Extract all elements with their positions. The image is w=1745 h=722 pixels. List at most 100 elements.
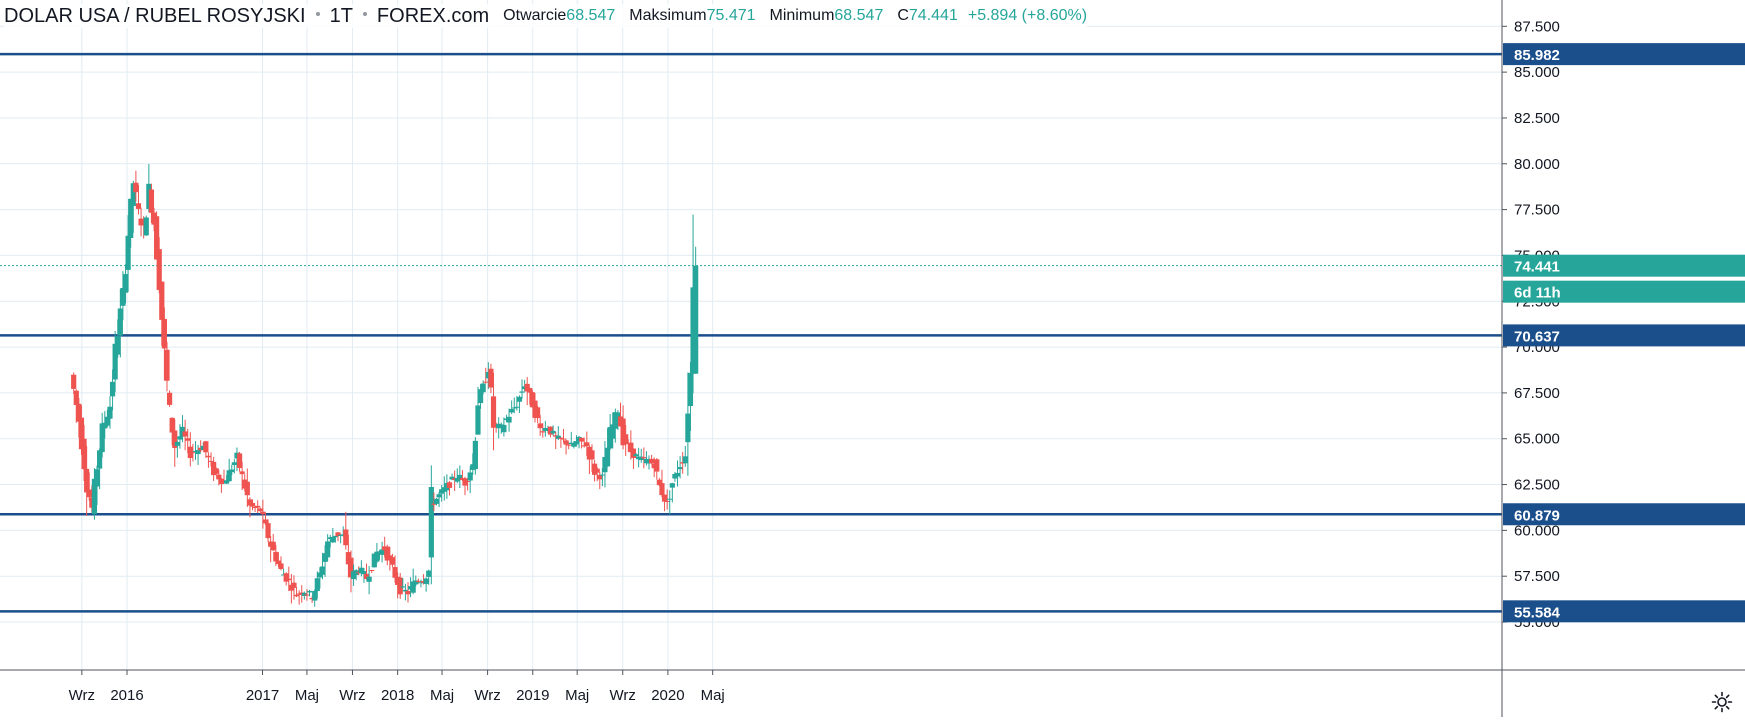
candle-body: [641, 457, 647, 459]
candle-body: [109, 381, 116, 397]
y-tick-label: 82.500: [1514, 110, 1560, 127]
candle-body: [249, 502, 256, 507]
candle-body: [78, 417, 85, 450]
change-value: +5.894 (+8.60%): [967, 7, 1088, 24]
candle-body: [128, 198, 134, 239]
x-tick-label: Maj: [565, 687, 589, 704]
candle-body: [172, 430, 178, 448]
y-tick-label: 65.000: [1514, 431, 1560, 448]
level-badge: 55.584: [1514, 604, 1561, 621]
candle-body: [428, 487, 434, 558]
candle-body: [203, 441, 209, 453]
x-tick-label: 2019: [516, 687, 549, 704]
candle-body: [654, 459, 660, 472]
candle-body: [620, 418, 626, 446]
candle-body: [537, 423, 543, 429]
candle-body: [130, 183, 136, 207]
symbol-name[interactable]: DOLAR USA / RUBEL ROSYJSKI: [4, 4, 306, 27]
candle-body: [190, 452, 196, 454]
x-tick-label: 2018: [381, 687, 414, 704]
candle-body: [358, 567, 364, 574]
candle-body: [330, 536, 336, 543]
x-tick-label: Maj: [701, 687, 725, 704]
candle-body: [91, 478, 98, 515]
candle-body: [236, 453, 243, 469]
interval[interactable]: 1T: [329, 4, 353, 27]
candle-body: [366, 576, 372, 582]
candle-body: [490, 396, 497, 428]
y-tick-label: 67.500: [1514, 385, 1560, 402]
candle-body: [483, 381, 489, 383]
axis-badges: 85.982 70.637 60.879 55.584 74.441 6d 11h: [1503, 43, 1745, 623]
candle-body: [226, 470, 232, 482]
candle-body: [648, 458, 655, 464]
candle-body: [216, 474, 222, 480]
candle-body: [623, 434, 629, 445]
high-value: 75.471: [706, 7, 756, 24]
candle-body: [379, 549, 385, 555]
candle-body: [527, 387, 533, 393]
last-price-badge: 74.441: [1514, 259, 1560, 276]
candle-body: [630, 448, 637, 458]
gear-icon[interactable]: [1711, 691, 1733, 713]
candle-body: [475, 405, 481, 435]
candle-body: [547, 426, 554, 435]
symbol-legend: DOLAR USA / RUBEL ROSYJSKI 1T FOREX.com …: [4, 4, 1088, 28]
candle-body: [433, 498, 440, 504]
candle-body: [283, 573, 289, 582]
candle-body: [361, 571, 367, 575]
candle-body: [275, 560, 282, 565]
level-badge-bg: [1503, 503, 1745, 526]
candle-body: [71, 374, 77, 389]
candle-body: [410, 581, 416, 593]
candle-body: [257, 508, 263, 512]
candle-body: [693, 265, 699, 374]
candle-body: [135, 203, 142, 209]
y-tick-label: 77.500: [1514, 202, 1560, 219]
candle-body: [169, 417, 175, 433]
candle-body: [322, 553, 328, 562]
candle-body: [472, 440, 478, 470]
candle-body: [182, 431, 188, 437]
candle-body: [446, 482, 453, 488]
x-tick-label: Wrz: [474, 687, 500, 704]
candle-body: [423, 578, 429, 584]
x-tick-label: 2020: [651, 687, 684, 704]
candle-body: [449, 476, 455, 480]
candle-body: [628, 442, 634, 453]
candle-body: [156, 249, 162, 290]
candle-body: [400, 586, 406, 588]
candle-body: [524, 383, 530, 392]
candle-body: [501, 424, 507, 433]
candle-body: [418, 582, 424, 584]
candle-body: [133, 182, 139, 193]
candle-body: [239, 471, 245, 475]
candle-body: [213, 468, 219, 474]
candle-body: [506, 416, 512, 423]
candle-body: [514, 406, 520, 408]
candle-body: [208, 460, 214, 462]
candle-body: [558, 437, 564, 439]
candle-body: [255, 505, 261, 508]
candle-body: [511, 407, 517, 409]
candle-body: [465, 480, 471, 482]
candle-body: [348, 557, 354, 578]
candle-body: [638, 456, 644, 461]
horizontal-levels: [0, 52, 1502, 613]
candle-body: [674, 472, 681, 477]
countdown-badge: 6d 11h: [1514, 285, 1561, 302]
candle-body: [247, 499, 253, 506]
level-badge: 85.982: [1514, 47, 1560, 64]
candle-body: [509, 409, 515, 413]
candle-body: [566, 444, 572, 446]
candle-body: [159, 281, 165, 320]
candle-body: [477, 389, 484, 404]
candle-body: [335, 532, 341, 537]
candle-body: [205, 455, 212, 458]
candle-body: [301, 592, 307, 596]
candle-body: [154, 216, 160, 260]
candle-body: [516, 396, 523, 402]
candle-body: [166, 392, 173, 405]
candle-body: [260, 511, 266, 515]
